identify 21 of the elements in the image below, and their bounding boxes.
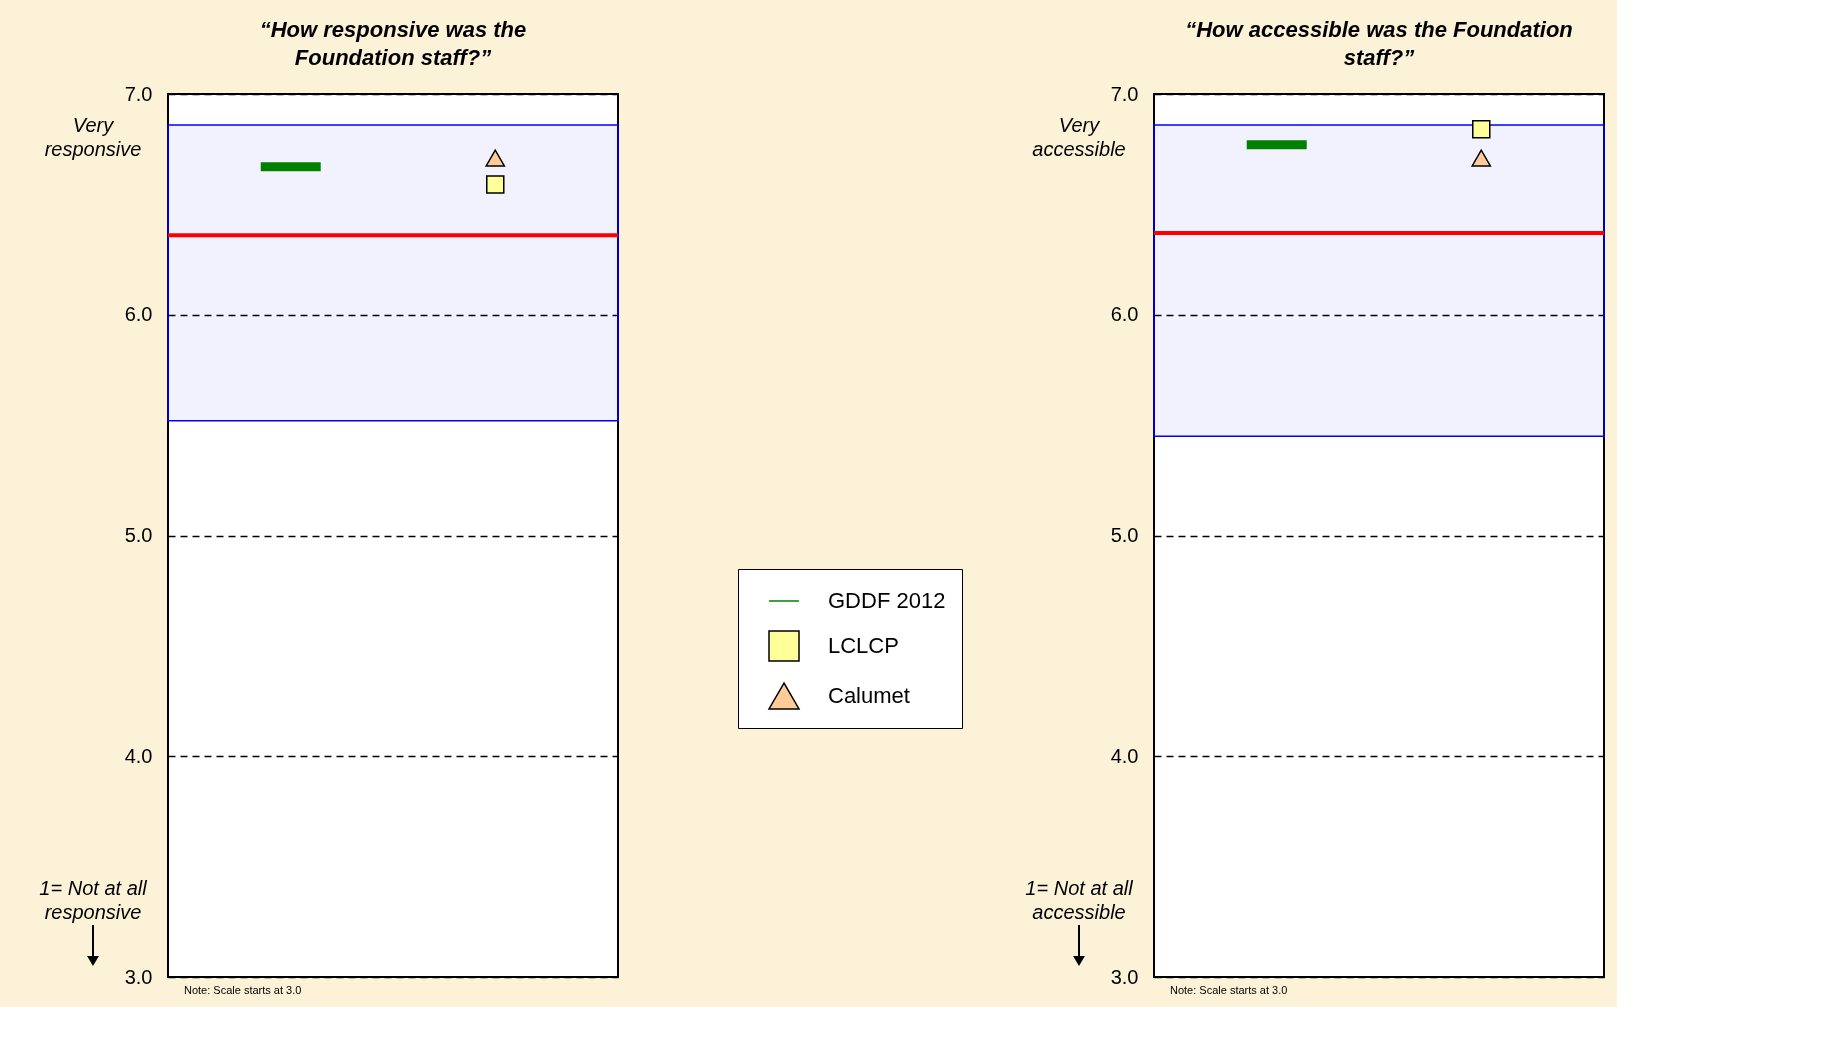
y-tick-label: 5.0	[124, 524, 153, 546]
y-tick-label: 6.0	[1110, 303, 1139, 326]
y-tick-label: 4.0	[1110, 744, 1139, 767]
text: Very responsive	[44, 114, 142, 160]
y-tick-label: 7.0	[1110, 82, 1139, 105]
y-tick-label: 3.0	[1110, 965, 1139, 988]
y-tick-label: 3.0	[124, 965, 153, 988]
text: Note: Scale starts at 3.0	[1170, 984, 1288, 996]
text: Note: Scale starts at 3.0	[184, 984, 302, 996]
y-tick-label: 6.0	[124, 303, 153, 326]
legend-label: GDDF 2012	[828, 588, 946, 613]
chart-title: “How responsive was the Foundation staff?”	[259, 17, 527, 70]
legend-label: LCLCP	[828, 633, 899, 658]
y-tick-label: 5.0	[1110, 524, 1139, 546]
text: Very accessible	[1032, 114, 1126, 160]
legend-label: Calumet	[828, 683, 910, 708]
text: 1= Not at all accessible	[1025, 877, 1134, 923]
y-tick-label: 4.0	[124, 744, 153, 767]
chart-title: “How accessible was the Foundation staff?”	[1185, 17, 1573, 70]
y-tick-label: 7.0	[124, 82, 153, 105]
text: 1= Not at all responsive	[39, 877, 148, 923]
